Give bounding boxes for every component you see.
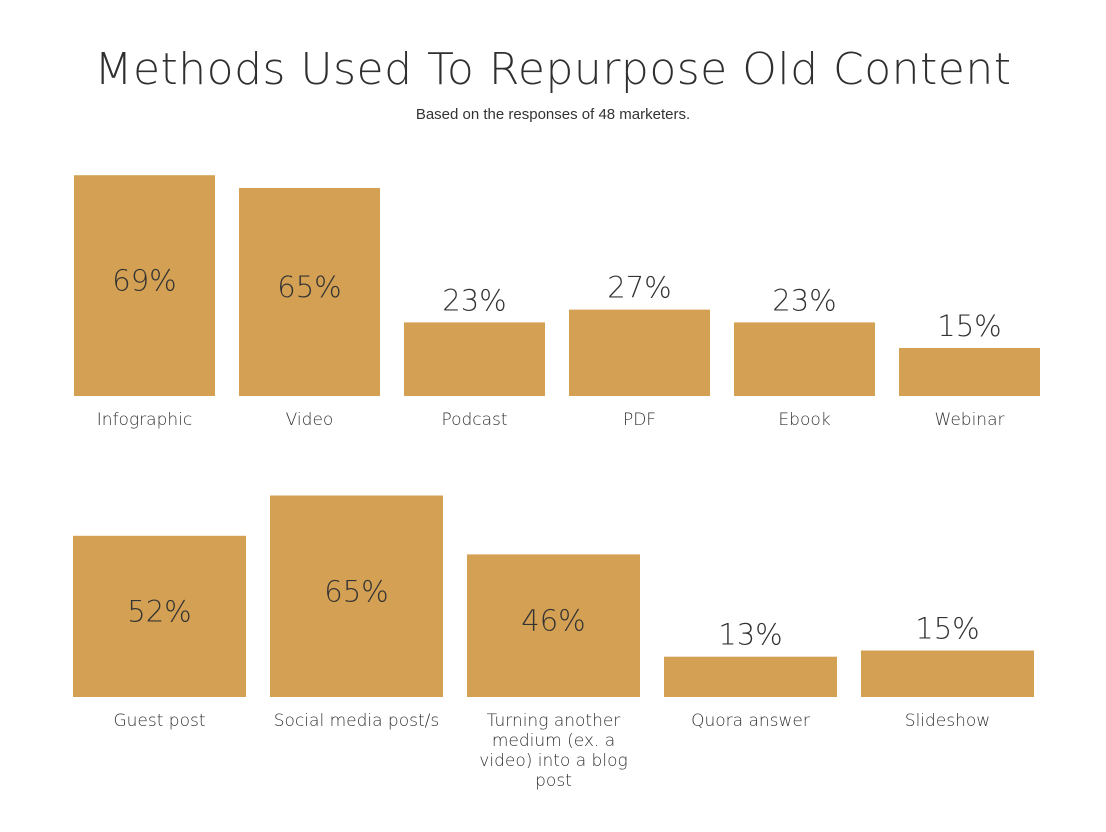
category-label: Turning another medium (ex. a video) into … [479, 711, 627, 791]
bar-value-label: 23% [442, 283, 506, 317]
category-label: Podcast [441, 410, 507, 430]
bar-value-label: 69% [112, 264, 176, 298]
category-label-line: Quora answer [691, 711, 810, 731]
chart-title: Methods Used To Repurpose Old Content [94, 44, 1012, 95]
category-label-line: Webinar [935, 410, 1005, 430]
category-label: Quora answer [691, 711, 810, 731]
category-label-line: video) into a blog [479, 751, 627, 771]
bar-value-label: 15% [915, 612, 979, 646]
bar-2-3 [467, 554, 640, 697]
category-label: Webinar [935, 410, 1005, 430]
bar-1-1 [74, 175, 215, 396]
category-label-line: medium (ex. a [492, 731, 615, 751]
category-label-line: Infographic [97, 410, 192, 430]
bar-value-label: 46% [521, 604, 585, 638]
category-label-line: Podcast [441, 410, 507, 430]
chart-subtitle: Based on the responses of 48 marketers. [415, 106, 691, 123]
bar-value-label: 23% [772, 283, 836, 317]
bar-2-5 [861, 650, 1034, 697]
bar-value-label: 27% [607, 271, 671, 305]
category-label: Slideshow [905, 711, 990, 731]
bar-value-label: 15% [937, 309, 1001, 343]
category-label-line: PDF [623, 410, 656, 430]
bar-2-1 [73, 535, 246, 697]
bar-value-label: 65% [277, 270, 341, 304]
bar-value-label: 65% [324, 574, 388, 608]
bar-2-2 [270, 495, 443, 697]
category-label-line: Slideshow [905, 711, 990, 731]
category-label-line: Social media post/s [274, 711, 439, 731]
bar-value-label: 52% [127, 594, 191, 628]
category-label: Guest post [113, 711, 205, 731]
bar-1-2 [239, 188, 380, 396]
category-label: Ebook [778, 410, 830, 430]
bar-1-4 [569, 309, 710, 396]
bar-value-label: 13% [718, 618, 782, 652]
bar-1-6 [899, 348, 1040, 396]
category-label: Social media post/s [274, 711, 439, 731]
bar-1-5 [734, 322, 875, 396]
bar-1-3 [404, 322, 545, 396]
category-label: PDF [623, 410, 656, 430]
category-label-line: Video [286, 410, 334, 430]
bar-2-4 [664, 656, 837, 697]
category-label: Video [286, 410, 334, 430]
category-label-line: Ebook [778, 410, 830, 430]
category-label-line: post [535, 771, 572, 791]
category-label-line: Guest post [113, 711, 205, 731]
category-label: Infographic [97, 410, 192, 430]
category-label-line: Turning another [487, 711, 621, 731]
